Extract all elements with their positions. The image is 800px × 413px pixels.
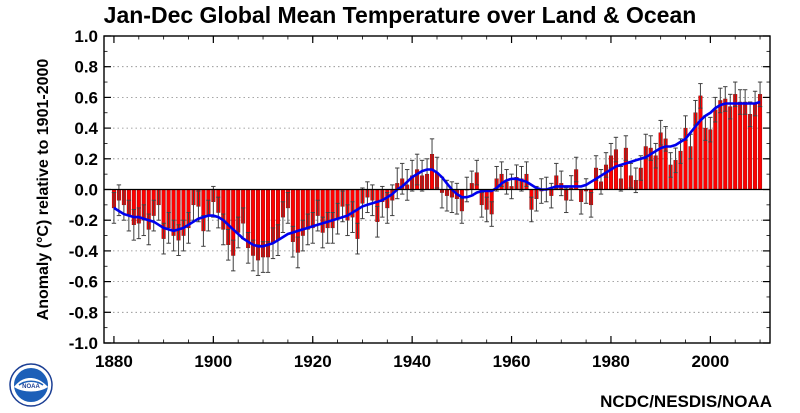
x-tick-label: 1940 xyxy=(393,352,431,371)
error-bar-1888 xyxy=(151,199,156,232)
error-bar-1934 xyxy=(380,185,385,218)
error-bar-1953 xyxy=(474,159,479,186)
error-bar-1966 xyxy=(539,178,544,204)
error-bar-1917 xyxy=(295,236,301,269)
error-bar-1886 xyxy=(141,204,146,237)
error-bar-2003 xyxy=(723,86,728,112)
error-bar-1891 xyxy=(166,212,171,244)
error-bar-1956 xyxy=(489,201,494,227)
error-bar-1983 xyxy=(623,135,629,161)
error-bar-1992 xyxy=(668,152,673,178)
y-tick-label: -0.4 xyxy=(69,242,99,261)
error-bar-1903 xyxy=(226,228,231,261)
x-tick-label: 1980 xyxy=(592,352,630,371)
y-tick-label: 0.6 xyxy=(74,88,98,107)
error-bar-1892 xyxy=(171,219,176,252)
x-tick-label: 1960 xyxy=(493,352,531,371)
x-axis: 1880 1900 1920 1940 1960 1980 2000 xyxy=(95,36,761,371)
source-credit: NCDC/NESDIS/NOAA xyxy=(600,392,772,411)
error-bar-1937 xyxy=(395,167,400,200)
error-bar-1911 xyxy=(265,241,271,273)
error-bar-1948 xyxy=(449,181,455,214)
error-bar-1964 xyxy=(529,196,534,223)
error-bar-1914 xyxy=(280,201,286,233)
error-bar-1973 xyxy=(573,156,579,183)
error-bar-2004 xyxy=(728,93,733,120)
y-tick-label: 0.4 xyxy=(74,119,98,138)
logo-text: NOAA xyxy=(22,384,40,390)
error-bar-1955 xyxy=(484,196,489,223)
error-bar-2000 xyxy=(708,116,713,143)
error-bar-1919 xyxy=(305,213,310,246)
y-tick-label: 0.2 xyxy=(74,150,98,169)
y-tick-label: 1.0 xyxy=(74,27,98,46)
bar-2002 xyxy=(718,100,723,190)
error-bar-1941 xyxy=(414,153,420,186)
y-tick-label: -1.0 xyxy=(69,334,98,353)
y-tick-label: 0.8 xyxy=(74,58,98,77)
bar-2005 xyxy=(733,94,738,190)
error-bar-1904 xyxy=(231,239,236,272)
error-bar-1923 xyxy=(325,212,330,244)
error-bar-1907 xyxy=(245,231,251,264)
error-bar-1895 xyxy=(186,212,191,244)
x-tick-label: 1920 xyxy=(294,352,332,371)
error-bar-1985 xyxy=(633,167,639,194)
error-bar-1962 xyxy=(519,165,524,192)
error-bar-1920 xyxy=(310,212,315,244)
error-bar-1897 xyxy=(196,190,201,223)
error-bar-1901 xyxy=(216,196,221,229)
smoothed-trend-line xyxy=(113,100,761,248)
chart-title: Jan-Dec Global Mean Temperature over Lan… xyxy=(103,2,697,28)
error-bar-1971 xyxy=(564,187,569,214)
error-bar-1884 xyxy=(131,208,137,241)
error-bar-1930 xyxy=(360,187,365,220)
error-bar-1942 xyxy=(419,159,425,192)
error-bar-1931 xyxy=(365,181,370,214)
error-bar-1927 xyxy=(345,204,350,237)
error-bar-1939 xyxy=(404,169,410,201)
error-bar-1988 xyxy=(648,135,653,161)
x-tick-label: 1900 xyxy=(194,352,232,371)
error-bar-2007 xyxy=(742,89,748,115)
error-bar-1981 xyxy=(613,136,619,163)
y-tick-label: 0.0 xyxy=(74,181,98,200)
error-bar-1972 xyxy=(568,175,574,201)
error-bar-1949 xyxy=(454,182,460,215)
noaa-logo: NOAA xyxy=(9,363,53,407)
error-bar-1915 xyxy=(285,192,291,224)
y-tick-label: -0.8 xyxy=(69,303,98,322)
bar-2003 xyxy=(723,98,728,190)
y-axis-label: Anomaly (°C) relative to 1901-2000 xyxy=(35,59,52,321)
error-bar-1918 xyxy=(300,219,306,252)
error-bar-2006 xyxy=(737,89,743,115)
error-bar-1928 xyxy=(350,201,355,233)
bar-2009 xyxy=(753,103,758,190)
error-bar-2002 xyxy=(718,87,723,114)
error-bar-1950 xyxy=(459,198,465,224)
x-tick-label: 2000 xyxy=(691,352,729,371)
error-bar-1998 xyxy=(698,83,703,109)
error-bar-1933 xyxy=(375,205,380,238)
error-bar-1993 xyxy=(673,147,678,174)
error-bar-1885 xyxy=(136,207,141,240)
bar-2010 xyxy=(758,94,763,190)
bar-2007 xyxy=(743,101,748,190)
error-bar-1975 xyxy=(583,178,589,204)
bar-2006 xyxy=(738,101,743,190)
bar-1998 xyxy=(698,95,703,190)
error-bar-2008 xyxy=(747,101,753,128)
y-axis: 1.0 0.8 0.6 0.4 0.2 0.0 -0.2 -0.4 -0.6 -0.8 -1.0 xyxy=(69,27,770,353)
x-tick-label: 1880 xyxy=(95,352,133,371)
error-bar-1924 xyxy=(330,212,335,244)
y-tick-label: -0.6 xyxy=(69,273,98,292)
y-tick-label: -0.2 xyxy=(69,211,98,230)
error-bar-1990 xyxy=(658,119,663,146)
error-bar-1970 xyxy=(559,170,564,197)
error-bar-1929 xyxy=(355,222,360,255)
error-bar-1976 xyxy=(588,192,594,218)
error-bar-1894 xyxy=(181,219,186,252)
error-bar-1989 xyxy=(653,142,658,169)
